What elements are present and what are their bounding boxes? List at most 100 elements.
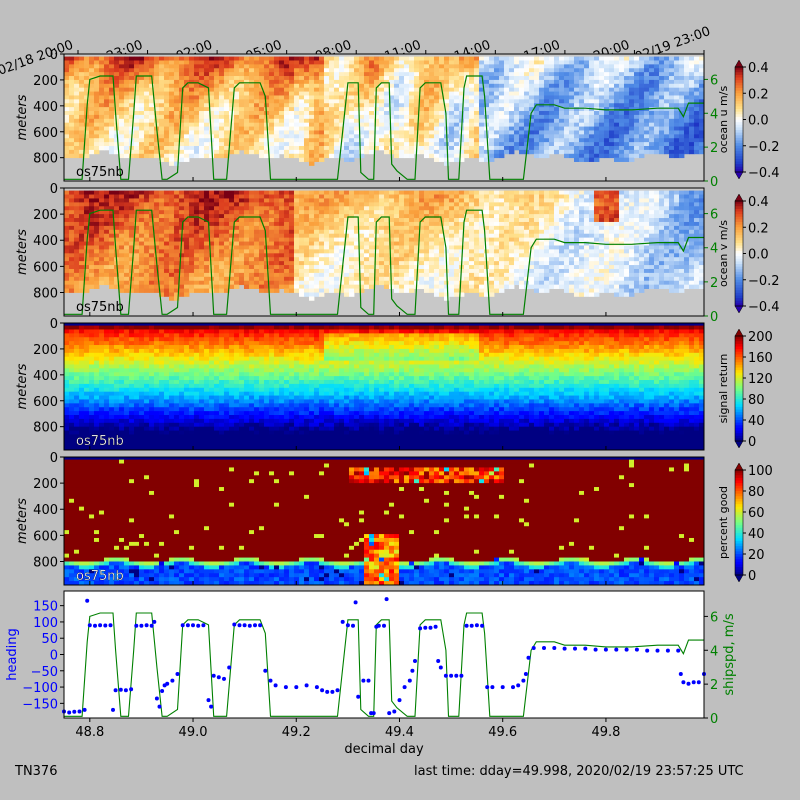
- instrument-label: os75nb: [76, 165, 124, 180]
- heading-point: [526, 655, 531, 660]
- heading-point: [330, 689, 335, 694]
- heading-point: [402, 685, 407, 690]
- heading-point: [160, 689, 165, 693]
- heading-point: [201, 623, 206, 628]
- colorbar-tick-label: 0.0: [748, 248, 769, 263]
- colorbar-bottom-arrow: [734, 305, 744, 314]
- y-tick-label: −150: [22, 697, 58, 712]
- heading-point: [211, 673, 216, 678]
- colorbar: 200 160 120 80 40 0 signal return: [717, 328, 773, 450]
- ship-speed-line: [64, 209, 704, 315]
- y-axis-label: meters: [15, 363, 30, 409]
- y-tick-label: 0: [50, 48, 58, 63]
- heading-point: [485, 685, 490, 690]
- heatmap-cells: [64, 190, 705, 301]
- colorbar-tick-label: 80: [748, 485, 765, 500]
- heading-point: [542, 646, 546, 650]
- panel-3: 0200400600800metersos75nb20016012080400s…: [15, 317, 773, 451]
- heading-point: [227, 665, 232, 670]
- heading-point: [516, 683, 521, 688]
- heading-point: [304, 683, 309, 688]
- colorbar: 0.4 0.2 0.0 −0.2 −0.4 ocean u m/s: [717, 59, 780, 181]
- heading-point: [325, 689, 330, 694]
- heading-point: [676, 648, 681, 653]
- heading-point: [237, 623, 242, 628]
- y-tick-label: 100: [33, 616, 58, 631]
- instrument-label: os75nb: [76, 434, 124, 449]
- heading-point: [113, 688, 118, 693]
- colorbar-tick-label: 160: [748, 351, 773, 366]
- y-tick-label: 0: [50, 451, 58, 466]
- y-tick-label: 0: [50, 317, 58, 332]
- y-tick-label: 200: [33, 74, 58, 89]
- colorbar-tick-label: −0.4: [748, 300, 780, 315]
- heading-point: [407, 678, 412, 683]
- heading-point: [209, 704, 214, 709]
- heading-point: [603, 647, 608, 652]
- heading-point: [480, 623, 485, 628]
- right-tick-label: 2: [710, 141, 718, 156]
- heading-point: [103, 623, 108, 628]
- y-tick-label: 400: [33, 234, 58, 249]
- heading-point: [523, 672, 528, 676]
- heading-point: [98, 623, 103, 628]
- heading-point: [134, 623, 139, 628]
- heading-point: [356, 694, 361, 699]
- heading-point: [410, 668, 415, 673]
- heading-point: [232, 622, 237, 627]
- heading-point: [665, 648, 670, 653]
- y-tick-label: 50: [41, 632, 58, 647]
- heading-point: [283, 685, 288, 690]
- colorbar-tick-label: 0.2: [748, 87, 769, 102]
- heading-point: [433, 624, 438, 629]
- colorbar-bottom-arrow: [734, 440, 744, 449]
- heading-point: [361, 678, 366, 683]
- heading-point: [474, 623, 479, 628]
- colorbar-label: ocean v m/s: [717, 220, 730, 287]
- heading-point: [345, 623, 350, 628]
- y-tick-label: 600: [33, 395, 58, 410]
- heading-point: [366, 678, 371, 683]
- heading-point: [129, 687, 134, 692]
- y-tick-label: 0: [50, 649, 58, 664]
- heading-point: [273, 683, 278, 688]
- panel-2: 64200200400600800metersos75nb0.40.20.0−0…: [15, 182, 780, 325]
- y-tick-label: 200: [33, 208, 58, 223]
- heading-point: [108, 623, 113, 628]
- heading-point: [139, 623, 144, 628]
- colorbar-tick-label: 120: [748, 372, 773, 387]
- right-tick-label: 2: [710, 276, 718, 291]
- heading-point: [294, 685, 299, 690]
- heading-point: [397, 698, 402, 703]
- colorbar-tick-label: 0.2: [748, 221, 769, 236]
- heading-point: [413, 659, 417, 663]
- y-axis-label: meters: [15, 498, 30, 544]
- y-tick-label: 400: [33, 100, 58, 115]
- heading-point: [185, 623, 190, 628]
- ship-speed-line: [64, 75, 704, 180]
- instrument-label: os75nb: [76, 300, 124, 315]
- heading-point: [320, 688, 325, 693]
- heading-point: [469, 623, 474, 628]
- y-axis-label: meters: [15, 94, 30, 140]
- colorbar-tick-label: −0.4: [748, 166, 780, 181]
- heading-point: [614, 647, 619, 652]
- heading-point: [335, 688, 340, 693]
- x-axis-label: decimal day: [344, 742, 424, 757]
- colorbar-top-arrow: [734, 59, 744, 68]
- heading-point: [253, 623, 257, 628]
- x-tick-label: 49.8: [591, 725, 620, 740]
- heading-point: [191, 623, 195, 628]
- y-tick-label: 800: [33, 555, 58, 570]
- colorbar-label: percent good: [717, 486, 730, 559]
- x-tick-label: 49.2: [282, 725, 311, 740]
- heading-point: [428, 625, 433, 630]
- y-tick-label: 200: [33, 343, 58, 358]
- x-tick-label: 49.0: [179, 725, 208, 740]
- heading-point: [686, 681, 691, 686]
- heading-point: [314, 685, 319, 690]
- y-tick-label: 0: [50, 182, 58, 197]
- heading-point: [384, 597, 389, 602]
- y-tick-label: 800: [33, 152, 58, 167]
